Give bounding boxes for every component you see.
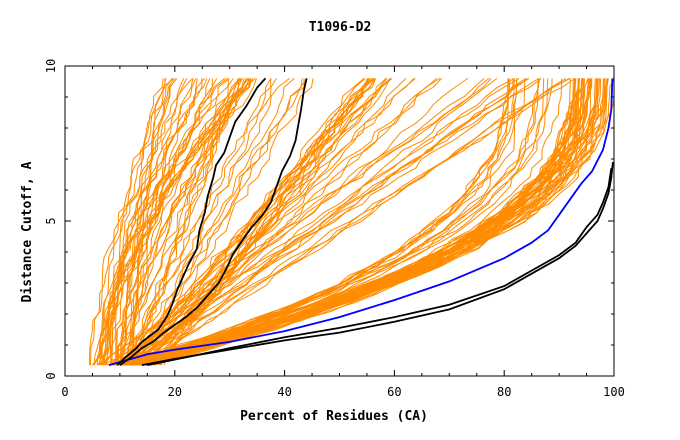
highlight-curve-1: [141, 162, 614, 366]
model-curve-112: [135, 78, 277, 366]
x-tick-label: 60: [387, 385, 401, 399]
highlight-curve-3: [116, 77, 267, 366]
x-tick-label: 100: [603, 385, 625, 399]
model-curve-102: [98, 78, 243, 366]
model-curve-51: [144, 77, 570, 366]
highlight-curve-0: [108, 78, 614, 366]
model-curve-93: [111, 78, 174, 366]
model-curve-66: [142, 78, 498, 366]
highlighted-model-curves: [108, 77, 614, 366]
model-curve-39: [126, 78, 615, 366]
model-curve-91: [126, 78, 198, 366]
model-curve-156: [143, 78, 509, 366]
model-curve-140: [122, 78, 518, 366]
model-curve-144: [113, 78, 539, 366]
model-curve-45: [125, 78, 542, 366]
model-curve-34: [126, 78, 600, 366]
model-curve-118: [138, 78, 295, 366]
model-curve-67: [115, 78, 257, 366]
model-curve-130: [160, 78, 391, 366]
model-curve-90: [122, 78, 241, 366]
model-curve-137: [123, 78, 376, 366]
model-curve-136: [150, 78, 388, 366]
model-curve-64: [134, 77, 469, 366]
model-curve-99: [99, 78, 230, 366]
model-curve-154: [125, 78, 593, 366]
y-axis-label: Distance Cutoff, A: [20, 161, 35, 302]
background-model-curves: [88, 77, 615, 366]
model-curve-109: [117, 78, 272, 366]
model-curve-40: [129, 78, 599, 366]
model-curve-84: [129, 78, 251, 366]
x-tick-label: 80: [497, 385, 511, 399]
model-curve-157: [119, 78, 540, 366]
model-curve-85: [115, 78, 203, 366]
model-curve-146: [133, 78, 576, 366]
model-curve-148: [120, 78, 580, 366]
x-tick-label: 40: [277, 385, 291, 399]
model-curve-138: [134, 78, 387, 366]
x-tick-label: 20: [168, 385, 182, 399]
model-curve-103: [115, 78, 228, 366]
model-curve-107: [141, 78, 314, 366]
model-curve-88: [119, 78, 208, 366]
model-curve-153: [122, 78, 553, 366]
y-tick-label: 0: [44, 372, 58, 379]
axes: 0 20 40 60 80 100 0 5 10: [44, 59, 625, 399]
model-curve-159: [118, 78, 549, 366]
y-tick-label: 5: [44, 217, 58, 224]
model-curve-139: [136, 78, 375, 366]
x-tick-label: 0: [61, 385, 68, 399]
model-curve-117: [127, 78, 290, 366]
y-tick-label: 10: [44, 59, 58, 73]
model-curve-79: [89, 78, 193, 366]
model-curve-78: [110, 78, 175, 366]
model-curve-101: [102, 78, 164, 366]
model-curve-94: [93, 78, 234, 366]
model-curve-114: [127, 78, 240, 366]
model-curve-55: [137, 78, 416, 366]
highlight-curve-4: [119, 78, 308, 366]
model-curve-152: [116, 78, 583, 366]
model-curve-116: [110, 78, 247, 366]
chart-title: T1096-D2: [309, 20, 372, 35]
model-curve-98: [88, 78, 173, 366]
highlight-curve-2: [147, 168, 613, 366]
model-curve-151: [115, 78, 515, 366]
model-curve-113: [132, 78, 243, 366]
model-curve-62: [124, 77, 571, 366]
x-axis-label: Percent of Residues (CA): [240, 409, 428, 424]
